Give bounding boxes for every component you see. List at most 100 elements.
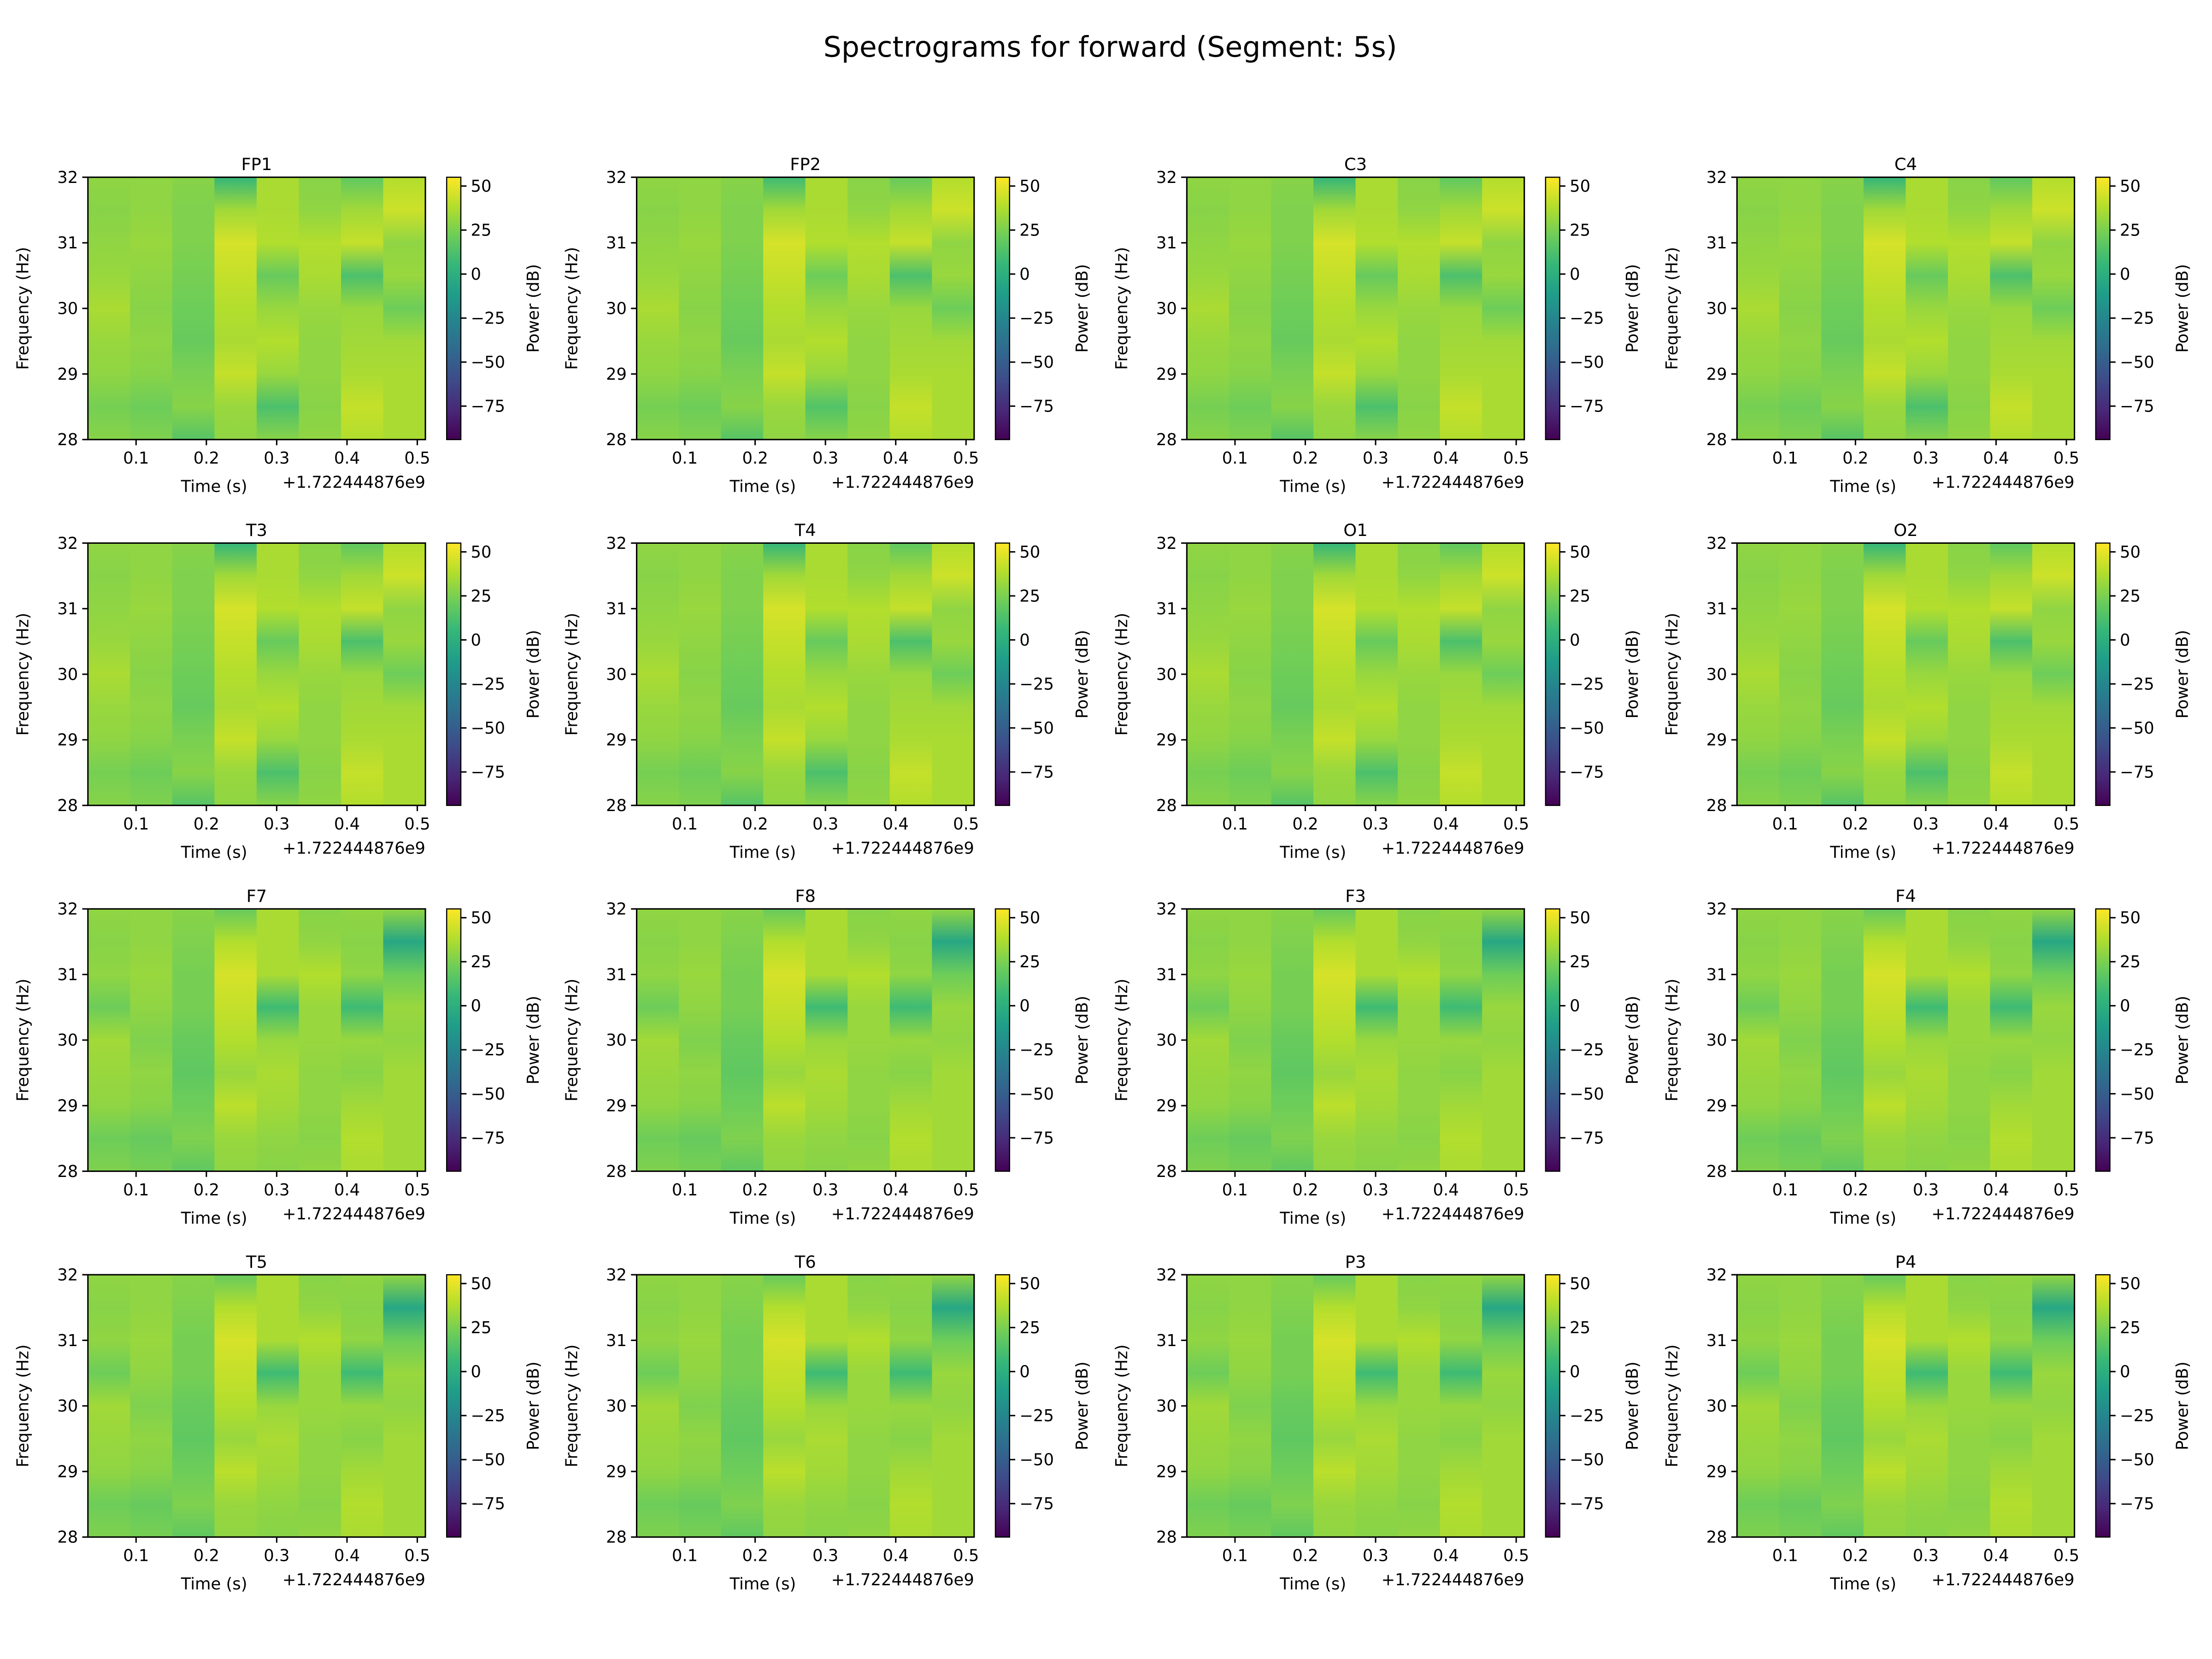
y-tick-label: 30 [606,1397,627,1416]
heatmap-cell [679,909,722,1171]
subplot-o1: O1 0.1 0.2 0.3 0.4 0.5 28 29 30 31 32 Time (s) +1.72… [1112,520,1642,862]
y-axis-label: Frequency (Hz) [14,1344,33,1467]
subplot-title: F7 [247,886,267,906]
colorbar-tick-label: −50 [1019,719,1054,738]
x-tick-label: 0.3 [264,1547,289,1565]
x-axis-label: Time (s) [729,843,796,862]
subplot-c4: C4 0.1 0.2 0.3 0.4 0.5 28 29 30 31 32 Time (s) +1.72… [1663,154,2192,496]
colorbar-tick-label: 0 [471,265,482,284]
colorbar [2095,542,2111,806]
subplot-t5: T5 0.1 0.2 0.3 0.4 0.5 28 29 30 31 32 Time (s) +1.72… [14,1252,543,1594]
colorbar-tick-label: −25 [1570,675,1604,694]
y-axis-label: Frequency (Hz) [1112,247,1131,370]
heatmap-cell [1229,177,1272,440]
heatmap-cell [1990,543,2033,806]
colorbar-tick-label: −50 [1019,1451,1054,1470]
x-tick-label: 0.2 [194,449,219,468]
heatmap-cell [88,543,131,806]
colorbar-tick-label: 0 [471,1363,482,1382]
heatmap-cell [1482,1275,1525,1537]
colorbar-tick-label: −75 [2120,1494,2154,1513]
heatmap-cell [763,177,806,440]
y-tick-label: 29 [606,731,627,750]
colorbar-tick-label: 0 [2120,997,2130,1016]
x-tick-label: 0.3 [1913,1181,1939,1200]
subplot-c3: C3 0.1 0.2 0.3 0.4 0.5 28 29 30 31 32 Time (s) +1.72… [1112,154,1642,496]
heatmap-cell [1271,177,1314,440]
heatmap-cell [383,1275,426,1537]
heatmap-cell [1440,1275,1483,1537]
x-axis-label: Time (s) [729,477,796,496]
y-tick-label: 30 [57,1031,78,1050]
x-offset-text: +1.722444876e9 [831,1571,974,1589]
subplot-fp1: FP1 0.1 0.2 0.3 0.4 0.5 28 29 30 31 32 Time (s) +1.7… [14,154,543,496]
heatmap-cell [1355,543,1398,806]
heatmap-cell [805,177,848,440]
x-tick-label: 0.3 [264,1181,289,1200]
heatmap-cell [1313,1275,1356,1537]
heatmap-cell [636,909,679,1171]
colorbar-tick-label: 50 [1019,177,1040,196]
heatmap-cell [1229,909,1272,1171]
heatmap-cell [172,177,215,440]
heatmap-cell [889,909,933,1171]
colorbar-label: Power (dB) [524,1362,543,1451]
y-axis-label: Frequency (Hz) [562,247,581,370]
heatmap-cell [763,543,806,806]
heatmap-cell [383,177,426,440]
heatmap-cell [1187,177,1230,440]
colorbar-tick-label: 0 [2120,1363,2130,1382]
colorbar-tick-label: −50 [2120,1451,2154,1470]
figure-title: Spectrograms for forward (Segment: 5s) [824,30,1397,64]
heatmap-cell [1313,543,1356,806]
y-tick-label: 29 [606,1097,627,1116]
heatmap-cell [1398,177,1441,440]
colorbar-tick-label: −25 [1019,675,1054,694]
y-axis-label: Frequency (Hz) [14,613,33,736]
y-tick-label: 28 [57,430,78,449]
y-tick-label: 32 [1156,534,1177,553]
x-axis-label: Time (s) [181,843,247,862]
colorbar-tick-label: −50 [1570,353,1604,372]
colorbar [446,908,462,1172]
colorbar-label: Power (dB) [2173,1362,2192,1451]
y-tick-label: 28 [57,1162,78,1181]
x-tick-label: 0.1 [123,1547,149,1565]
y-tick-label: 29 [57,365,78,384]
x-tick-label: 0.5 [404,1547,430,1565]
y-tick-label: 32 [1156,900,1177,919]
y-axis-label: Frequency (Hz) [1663,247,1682,370]
heatmap-cell [299,1275,341,1537]
x-tick-label: 0.5 [1503,815,1529,834]
x-tick-label: 0.5 [404,815,430,834]
heatmap-cell [1990,909,2033,1171]
y-tick-label: 28 [1156,796,1177,815]
colorbar-tick-label: 25 [2120,221,2141,240]
colorbar-label: Power (dB) [2173,630,2192,719]
y-tick-label: 29 [1706,365,1727,384]
heatmap-cell [130,909,173,1171]
colorbar-tick-label: −50 [1570,1451,1604,1470]
y-tick-label: 28 [57,1528,78,1547]
x-tick-label: 0.5 [953,1547,979,1565]
y-tick-label: 29 [1156,1462,1177,1481]
heatmap-cell [889,177,933,440]
colorbar-tick-label: −25 [2120,1406,2154,1425]
y-tick-label: 31 [1706,234,1727,253]
x-tick-label: 0.3 [812,1181,838,1200]
heatmap-cell [1737,1275,1780,1537]
heatmap-cell [299,177,341,440]
heatmap-cell [1947,177,1991,440]
colorbar-tick-label: −50 [2120,353,2154,372]
colorbar-tick-label: 25 [2120,587,2141,606]
heatmap-cell [383,909,426,1171]
y-tick-label: 29 [57,1097,78,1116]
heatmap-cell [1355,1275,1398,1537]
colorbar [446,542,462,806]
y-tick-label: 29 [1706,731,1727,750]
x-tick-label: 0.1 [672,1547,698,1565]
colorbar [446,176,462,441]
y-tick-label: 31 [1156,600,1177,618]
x-tick-label: 0.2 [194,1547,219,1565]
subplot-title: O2 [1894,520,1918,540]
